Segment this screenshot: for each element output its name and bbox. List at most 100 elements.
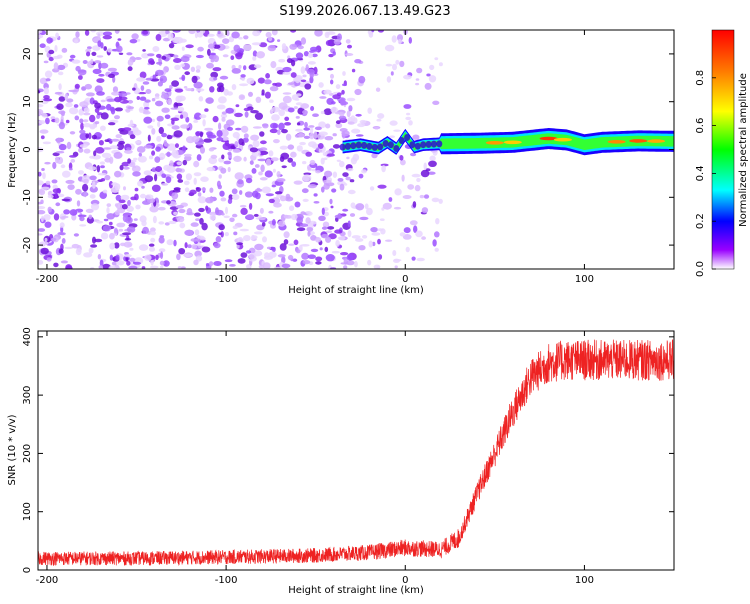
noise-blob	[94, 60, 102, 64]
noise-blob	[252, 126, 262, 129]
noise-blob	[287, 157, 294, 163]
noise-blob	[275, 191, 283, 195]
noise-blob	[38, 30, 43, 34]
noise-blob	[89, 175, 97, 181]
noise-blob	[233, 231, 238, 236]
signal-early-blob	[420, 141, 427, 149]
noise-blob	[127, 199, 131, 207]
noise-blob	[155, 254, 159, 260]
noise-blob	[302, 198, 309, 202]
noise-blob	[296, 216, 303, 224]
signal-early-blob	[371, 143, 378, 151]
noise-blob	[347, 230, 352, 238]
noise-blob	[304, 83, 312, 90]
noise-blob	[269, 86, 279, 92]
noise-blob	[197, 196, 207, 204]
noise-blob	[405, 116, 412, 121]
noise-blob	[272, 219, 276, 226]
noise-blob	[321, 207, 325, 215]
signal-early-blob	[436, 140, 443, 148]
noise-blob	[73, 104, 79, 108]
noise-blob	[345, 53, 354, 56]
noise-blob	[347, 44, 352, 49]
noise-blob	[385, 63, 393, 67]
noise-blob	[100, 178, 106, 182]
noise-blob	[376, 265, 380, 269]
noise-blob	[127, 99, 134, 104]
noise-blob	[152, 74, 156, 80]
noise-blob	[258, 215, 262, 219]
noise-blob	[217, 82, 224, 88]
noise-blob	[346, 110, 351, 118]
noise-blob	[225, 206, 228, 215]
noise-blob	[143, 144, 153, 149]
noise-blob	[276, 171, 281, 178]
noise-blob	[175, 167, 183, 173]
noise-blob	[242, 137, 249, 143]
signal-early-blob	[339, 143, 346, 151]
noise-blob	[303, 127, 311, 131]
noise-blob	[54, 45, 58, 52]
noise-blob	[169, 160, 174, 168]
noise-blob	[154, 93, 160, 98]
noise-blob	[227, 126, 233, 131]
noise-blob	[246, 77, 255, 85]
noise-blob	[71, 243, 80, 249]
noise-blob	[58, 96, 66, 102]
noise-blob	[96, 78, 105, 83]
snr-x-tick-label: 100	[575, 575, 594, 586]
noise-blob	[294, 77, 301, 84]
noise-blob	[69, 209, 78, 216]
noise-blob	[321, 186, 325, 193]
noise-blob	[245, 250, 252, 254]
noise-blob	[227, 151, 232, 156]
noise-blob	[377, 228, 384, 232]
signal-early-blob	[409, 141, 416, 149]
noise-blob	[118, 228, 124, 232]
noise-blob	[277, 129, 281, 135]
noise-blob	[264, 252, 270, 258]
noise-blob	[90, 203, 100, 211]
noise-blob	[74, 39, 79, 44]
noise-blob	[271, 197, 281, 205]
noise-blob	[156, 61, 163, 65]
noise-blob	[92, 45, 101, 51]
noise-blob	[79, 101, 89, 108]
noise-blob	[361, 169, 367, 174]
noise-blob	[318, 82, 324, 88]
noise-blob	[83, 190, 87, 198]
noise-blob	[324, 170, 333, 178]
noise-blob	[83, 112, 91, 116]
noise-blob	[142, 49, 146, 52]
noise-blob	[142, 226, 150, 234]
noise-blob	[206, 166, 216, 172]
snr-background	[38, 331, 674, 570]
noise-blob	[325, 123, 331, 129]
noise-blob	[246, 214, 254, 220]
noise-blob	[147, 134, 151, 142]
noise-blob	[157, 81, 163, 87]
noise-blob	[64, 93, 69, 101]
noise-blob	[350, 115, 356, 122]
noise-blob	[289, 205, 295, 211]
noise-blob	[122, 204, 128, 210]
noise-blob	[136, 77, 146, 82]
snr-series-line	[38, 339, 674, 567]
noise-blob	[136, 146, 146, 153]
noise-blob	[296, 145, 303, 152]
noise-blob	[358, 245, 366, 251]
noise-blob	[281, 165, 287, 169]
noise-blob	[108, 265, 116, 269]
noise-blob	[134, 187, 139, 192]
noise-blob	[343, 183, 348, 186]
noise-blob	[310, 248, 319, 253]
noise-blob	[199, 217, 204, 225]
noise-blob	[237, 258, 246, 264]
noise-blob	[335, 120, 341, 125]
noise-blob	[52, 152, 60, 157]
noise-blob	[113, 227, 118, 234]
noise-blob	[268, 210, 274, 214]
noise-blob	[320, 110, 325, 115]
noise-blob	[43, 214, 51, 221]
